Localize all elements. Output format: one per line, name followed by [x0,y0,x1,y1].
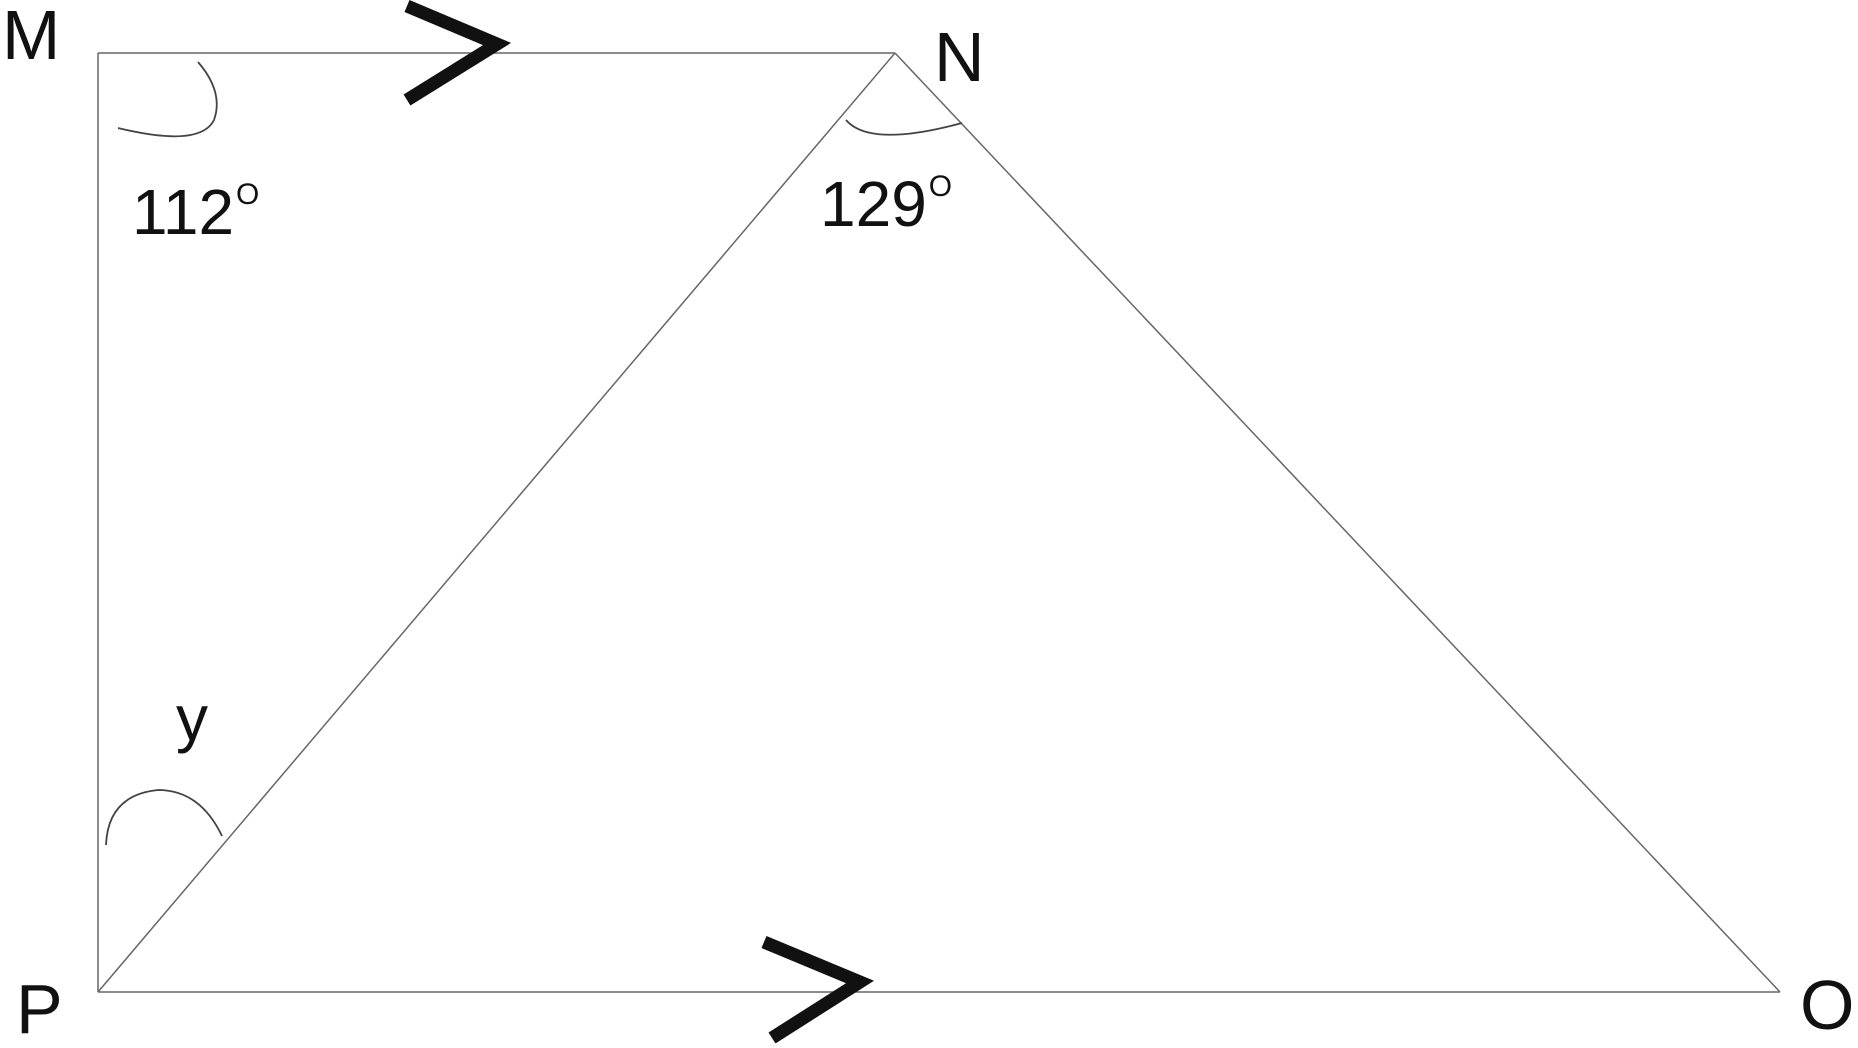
angle-label-n: 129O [820,170,953,237]
edge-no [894,52,1781,993]
vertex-label-m: M [2,0,61,74]
angle-value-n: 129 [820,168,927,240]
degree-mark-m: O [236,178,260,211]
vertex-label-p: P [16,970,63,1048]
angle-label-m: 112O [132,178,260,245]
vertex-label-n: N [934,18,985,96]
angle-arc-n [845,119,963,136]
parallel-arrow-bottom [761,936,875,1043]
diagonal-pn [97,52,896,993]
parallel-arrow-top [403,0,512,106]
angle-label-p: y [176,686,208,750]
angle-arc-p [105,789,223,846]
degree-mark-n: O [928,170,953,203]
angle-arc-m [117,61,218,138]
angle-value-m: 112 [132,176,235,248]
vertex-label-o: O [1800,966,1855,1044]
angle-value-p: y [176,682,208,754]
